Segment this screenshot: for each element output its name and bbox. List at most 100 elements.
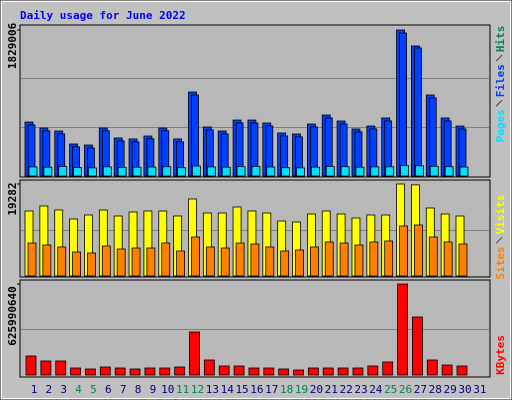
x-tick-label: 17: [265, 383, 278, 396]
x-tick-label: 13: [206, 383, 219, 396]
bar: [441, 364, 453, 376]
legend-separator: [495, 99, 503, 107]
x-tick-label: 5: [90, 383, 97, 396]
x-tick-label: 26: [399, 383, 412, 396]
legend-entry: KBytes: [494, 335, 507, 375]
bar: [399, 32, 407, 177]
x-tick-label: 10: [161, 383, 174, 396]
bar: [25, 355, 37, 376]
bar: [280, 250, 290, 277]
x-tick-label: 30: [458, 383, 471, 396]
bar: [43, 166, 53, 177]
x-tick-label: 29: [444, 383, 457, 396]
bar: [203, 359, 215, 376]
x-tick-label: 3: [60, 383, 67, 396]
bar: [40, 360, 52, 376]
bar: [458, 243, 468, 277]
bar: [384, 240, 394, 277]
bar: [278, 368, 290, 376]
x-tick-label: 4: [75, 383, 82, 396]
bar: [324, 241, 334, 277]
bar: [28, 166, 38, 177]
bar: [281, 167, 291, 177]
bar: [147, 166, 157, 177]
y-tick-label: 1829006: [6, 22, 19, 69]
bar: [352, 367, 364, 376]
x-tick-label: 19: [295, 383, 308, 396]
legend-entry: Visits: [494, 195, 507, 235]
bar: [428, 236, 438, 277]
bar: [397, 283, 408, 376]
bar: [428, 97, 437, 177]
bar: [162, 166, 172, 177]
bar: [369, 241, 379, 277]
bar: [354, 244, 364, 277]
bar: [42, 244, 52, 277]
bar: [117, 166, 127, 177]
bar: [443, 241, 453, 277]
bar: [340, 166, 350, 177]
legend-entry: Hits: [494, 26, 507, 53]
bar: [385, 166, 395, 177]
x-tick-label: 2: [46, 383, 53, 396]
bar: [251, 166, 261, 177]
bar: [444, 166, 454, 177]
bar: [146, 247, 156, 277]
x-tick-label: 7: [120, 383, 127, 396]
bar: [99, 366, 111, 376]
bar: [235, 242, 245, 277]
x-tick-label: 16: [250, 383, 263, 396]
bar: [116, 248, 126, 277]
x-tick-label: 24: [369, 383, 383, 396]
bar: [27, 242, 37, 277]
bar: [307, 367, 319, 376]
bar: [370, 166, 380, 177]
legend-entry: Sites: [494, 246, 507, 279]
bar: [310, 166, 320, 177]
bar: [236, 166, 246, 177]
bar: [250, 243, 260, 277]
bar: [429, 165, 439, 177]
panel: [19, 279, 491, 378]
bar: [191, 236, 200, 277]
bar: [73, 167, 82, 177]
bar: [322, 367, 334, 376]
bar: [55, 360, 67, 376]
bar: [309, 246, 319, 277]
x-tick-label: 6: [105, 383, 112, 396]
bar: [58, 166, 68, 177]
bar: [265, 246, 275, 277]
bar: [177, 167, 187, 177]
legend-entry: Files: [494, 64, 507, 97]
x-tick-label: 1: [31, 383, 38, 396]
bar: [295, 249, 304, 277]
bar: [415, 165, 424, 177]
bar: [159, 367, 171, 376]
legend-entry: Pages: [494, 109, 507, 142]
bar: [456, 365, 468, 376]
bar: [382, 361, 394, 376]
bar: [220, 247, 230, 277]
x-tick-label: 20: [310, 383, 323, 396]
legend-separator: [495, 54, 503, 62]
bar: [414, 47, 422, 177]
bar: [221, 166, 231, 177]
bar: [144, 367, 156, 376]
bar: [400, 165, 409, 177]
bar: [72, 251, 81, 277]
chart-title: Daily usage for June 2022: [20, 9, 186, 22]
bar: [129, 368, 141, 376]
x-tick-label: 18: [280, 383, 293, 396]
x-tick-label: 21: [325, 383, 338, 396]
bar: [131, 247, 141, 277]
bar: [174, 366, 186, 376]
bar: [355, 166, 365, 177]
y-tick-label: 625990640: [6, 286, 19, 346]
bar: [218, 365, 230, 376]
bar: [263, 367, 275, 376]
bar: [339, 242, 349, 277]
bar: [88, 167, 97, 177]
bar: [337, 367, 349, 376]
bar: [102, 166, 112, 177]
x-tick-label: 15: [235, 383, 248, 396]
